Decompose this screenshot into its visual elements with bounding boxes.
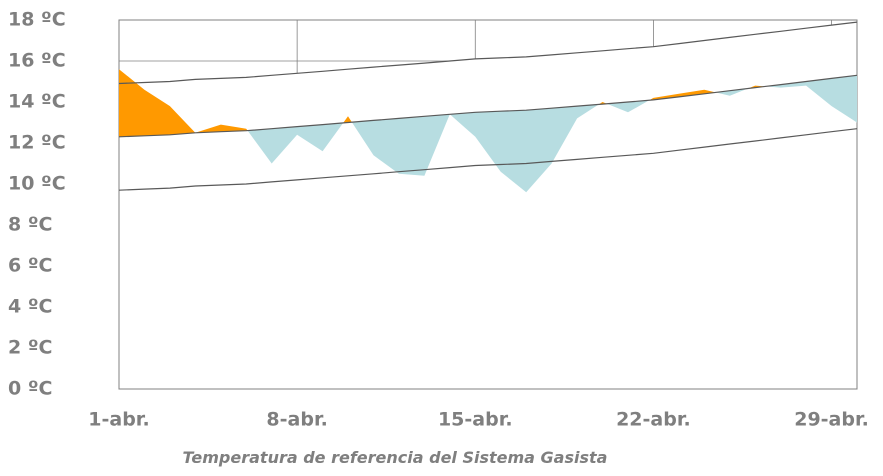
x-tick-label: 22-abr. [616, 409, 691, 431]
y-tick-label: 2 ºC [8, 337, 53, 359]
reference-line [118, 128, 858, 191]
x-tick-label: 1-abr. [88, 409, 149, 431]
y-tick-label: 6 ºC [8, 255, 53, 277]
y-tick-label: 8 ºC [8, 214, 53, 236]
reference-line [118, 74, 858, 138]
band-background [119, 22, 857, 389]
y-tick-label: 14 ºC [8, 91, 66, 113]
y-tick-label: 12 ºC [8, 132, 66, 154]
area-below [119, 75, 857, 193]
y-tick-label: 16 ºC [8, 50, 66, 72]
chart-title: Temperatura de referencia del Sistema Ga… [183, 448, 608, 467]
y-tick-label: 0 ºC [8, 378, 53, 400]
reference-line [118, 21, 858, 85]
y-tick-label: 4 ºC [8, 296, 53, 318]
x-tick-label: 8-abr. [266, 409, 327, 431]
y-tick-label: 18 ºC [8, 9, 66, 31]
x-tick-label: 29-abr. [794, 409, 869, 431]
x-tick-label: 15-abr. [438, 409, 513, 431]
y-tick-label: 10 ºC [8, 173, 66, 195]
